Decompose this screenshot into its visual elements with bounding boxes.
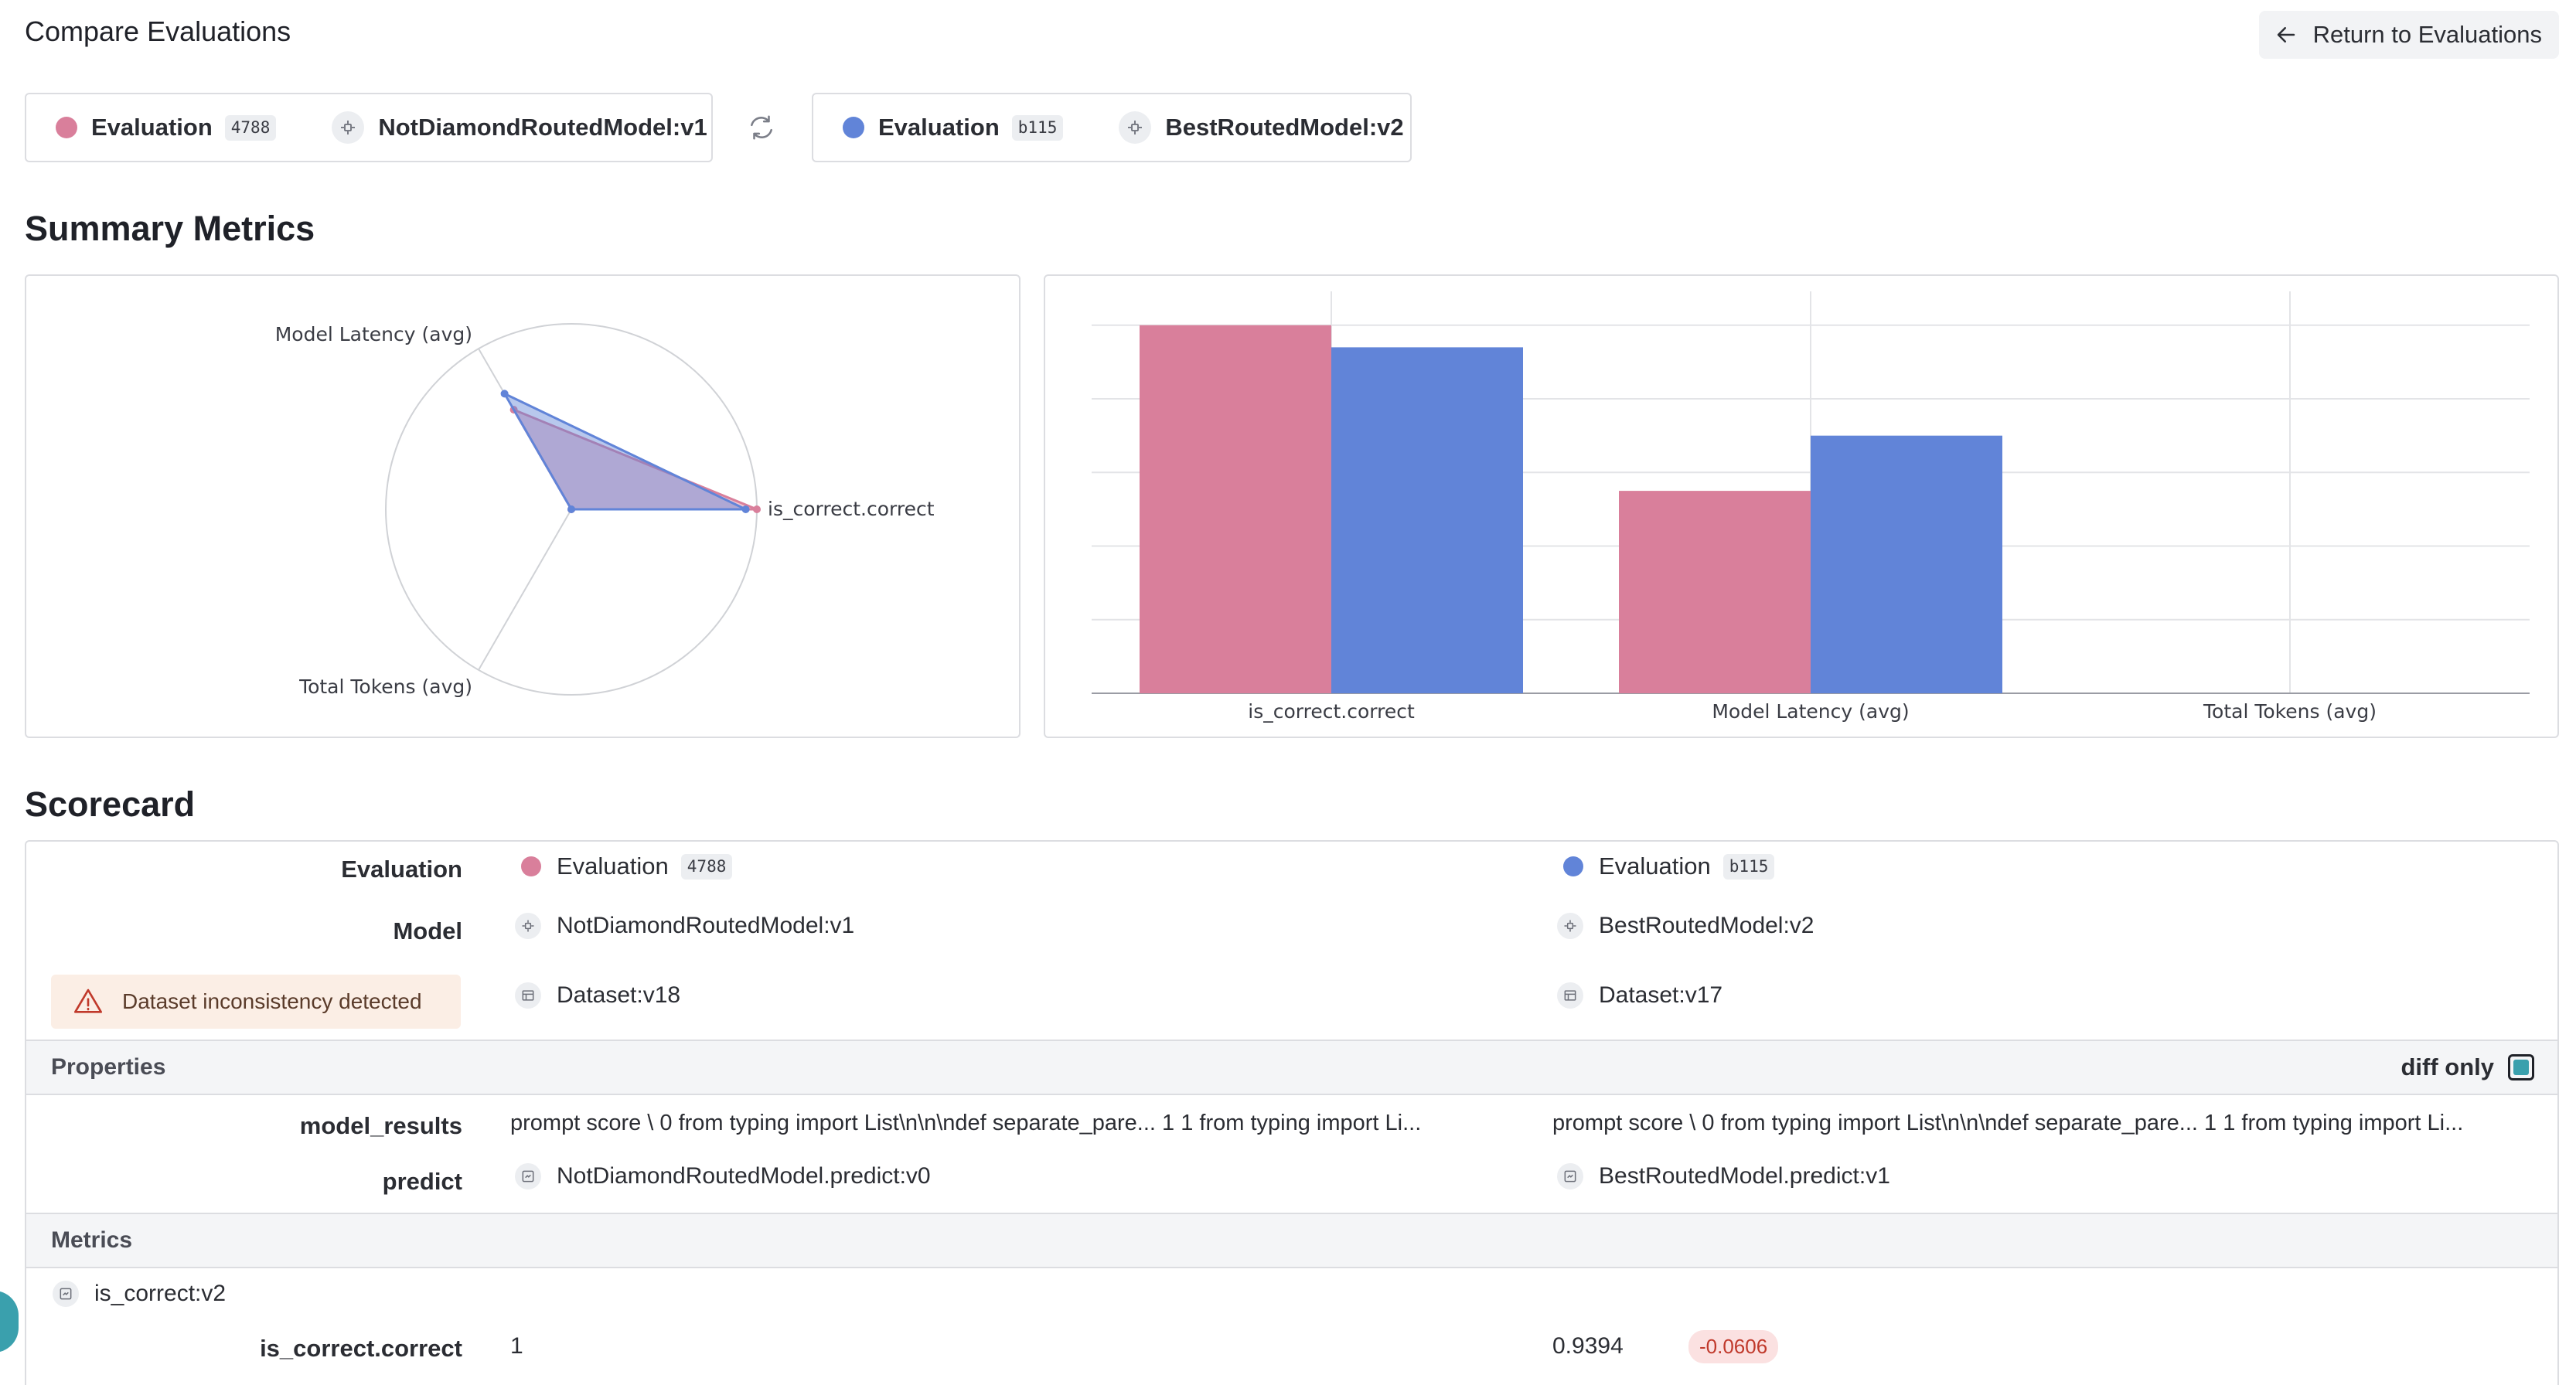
metric-value-b: 0.9394 [1552,1333,1624,1359]
op-icon [515,1163,541,1189]
dataset-warning: Dataset inconsistency detected [51,975,461,1029]
side-panel-handle[interactable] [0,1291,19,1353]
evaluation-id-badge: b115 [1722,853,1775,880]
model-icon [1557,913,1583,939]
dataset-cell-b[interactable]: Dataset:v17 [1557,982,1722,1009]
radar-point [753,505,761,513]
dataset-cell-a[interactable]: Dataset:v18 [515,982,680,1009]
evaluation-id-badge: 4788 [680,853,733,880]
bar-chart-panel: is_correct.correct Model Latency (avg) Tot… [1044,274,2559,738]
bar [1619,491,1811,693]
row-label-model: Model [393,917,462,944]
radar-axis-label: is_correct.correct [768,498,935,520]
scorecard-table: Evaluation Evaluation 4788 Evaluation b1… [25,840,2559,1385]
category-label: Model Latency (avg) [1712,700,1909,723]
color-dot [843,117,864,138]
metrics-header-label: Metrics [51,1227,133,1253]
metric-value: 0.9394 [1552,1333,1624,1359]
model-name[interactable]: BestRoutedModel:v2 [1165,114,1404,141]
arrow-left-icon [2277,27,2295,43]
properties-header-label: Properties [51,1054,166,1080]
evaluation-id-badge: b115 [1011,114,1064,141]
page-title: Compare Evaluations [25,15,291,47]
evaluation-cell-b[interactable]: Evaluation b115 [1563,852,1775,880]
model-name[interactable]: NotDiamondRoutedModel:v1 [378,114,707,141]
radar-point [567,505,575,513]
bar [1140,325,1331,693]
metric-delta: -0.0606 [1688,1330,1779,1363]
category-label: is_correct.correct [1248,700,1415,723]
model-results-text: prompt score \ 0 from typing import List… [510,1111,1422,1135]
bar [1811,435,2002,693]
delta-badge: -0.0606 [1688,1330,1779,1363]
model-results-cell-a[interactable]: prompt score \ 0 from typing import List… [510,1111,1523,1136]
properties-header: Properties diff only [26,1040,2557,1095]
color-dot [521,856,541,876]
predict-name: BestRoutedModel.predict:v1 [1599,1163,1890,1189]
radar-axis-label: Model Latency (avg) [275,323,472,345]
warning-icon [74,989,103,1013]
radar-point [500,390,509,398]
evaluation-label: Evaluation [557,852,669,880]
model-icon [332,111,365,144]
radar-point [741,505,750,513]
row-label-model-results: model_results [299,1112,462,1139]
model-results-text: prompt score \ 0 from typing import List… [1552,1111,2464,1135]
category-label: Total Tokens (avg) [2203,700,2377,723]
model-name: BestRoutedModel:v2 [1599,913,1814,938]
radar-axis-label: Total Tokens (avg) [298,675,472,698]
op-icon [1557,1163,1583,1189]
evaluation-card-b[interactable]: Evaluation b115 BestRoutedModel:v2 [812,93,1412,162]
row-label-evaluation: Evaluation [341,856,462,883]
dataset-icon [515,982,541,1009]
row-label-metric: is_correct.correct [260,1335,462,1362]
metric-value-a: 1 [510,1333,523,1359]
metric-value: 1 [510,1333,523,1359]
evaluation-label: Evaluation [1599,852,1711,880]
evaluation-label: Evaluation [878,114,1000,141]
scorer-cell[interactable]: is_correct:v2 [53,1281,226,1307]
bar [1331,347,1523,693]
radar-chart-panel: is_correct.correct Model Latency (avg) Tot… [25,274,1021,738]
warning-text: Dataset inconsistency detected [122,989,422,1013]
evaluation-id-badge: 4788 [224,114,277,141]
model-cell-b[interactable]: BestRoutedModel:v2 [1557,913,1814,939]
radar-chart: is_correct.correct Model Latency (avg) Tot… [275,323,935,698]
color-dot [56,117,77,138]
swap-icon[interactable] [747,113,776,142]
bar-chart: is_correct.correct Model Latency (avg) Tot… [1092,291,2530,723]
model-icon [1119,111,1152,144]
diff-only-checkbox[interactable] [2508,1054,2534,1080]
dataset-name: Dataset:v17 [1599,982,1723,1008]
dataset-name: Dataset:v18 [557,982,681,1008]
metrics-header: Metrics [26,1213,2557,1268]
return-to-evaluations-button[interactable]: Return to Evaluations [2258,11,2559,59]
radar-axis [478,509,572,671]
diff-only-label: diff only [2401,1053,2494,1080]
color-dot [1563,856,1583,876]
radar-series-1 [501,390,747,511]
diff-only-toggle[interactable]: diff only [2401,1053,2534,1081]
model-icon [515,913,541,939]
summary-metrics-title: Summary Metrics [25,209,315,248]
evaluation-label: Evaluation [91,114,213,141]
model-results-cell-b[interactable]: prompt score \ 0 from typing import List… [1552,1111,2550,1136]
row-label-predict: predict [382,1168,462,1195]
scorecard-title: Scorecard [25,784,196,824]
scorer-name: is_correct:v2 [94,1281,227,1306]
op-icon [53,1281,79,1307]
evaluation-cell-a[interactable]: Evaluation 4788 [521,852,733,880]
predict-cell-a[interactable]: NotDiamondRoutedModel.predict:v0 [515,1163,931,1189]
dataset-icon [1557,982,1583,1009]
model-name: NotDiamondRoutedModel:v1 [557,913,855,938]
predict-cell-b[interactable]: BestRoutedModel.predict:v1 [1557,1163,1890,1189]
model-cell-a[interactable]: NotDiamondRoutedModel:v1 [515,913,854,939]
predict-name: NotDiamondRoutedModel.predict:v0 [557,1163,931,1189]
evaluation-card-a[interactable]: Evaluation 4788 NotDiamondRoutedModel:v1 [25,93,713,162]
return-label: Return to Evaluations [2312,21,2542,48]
